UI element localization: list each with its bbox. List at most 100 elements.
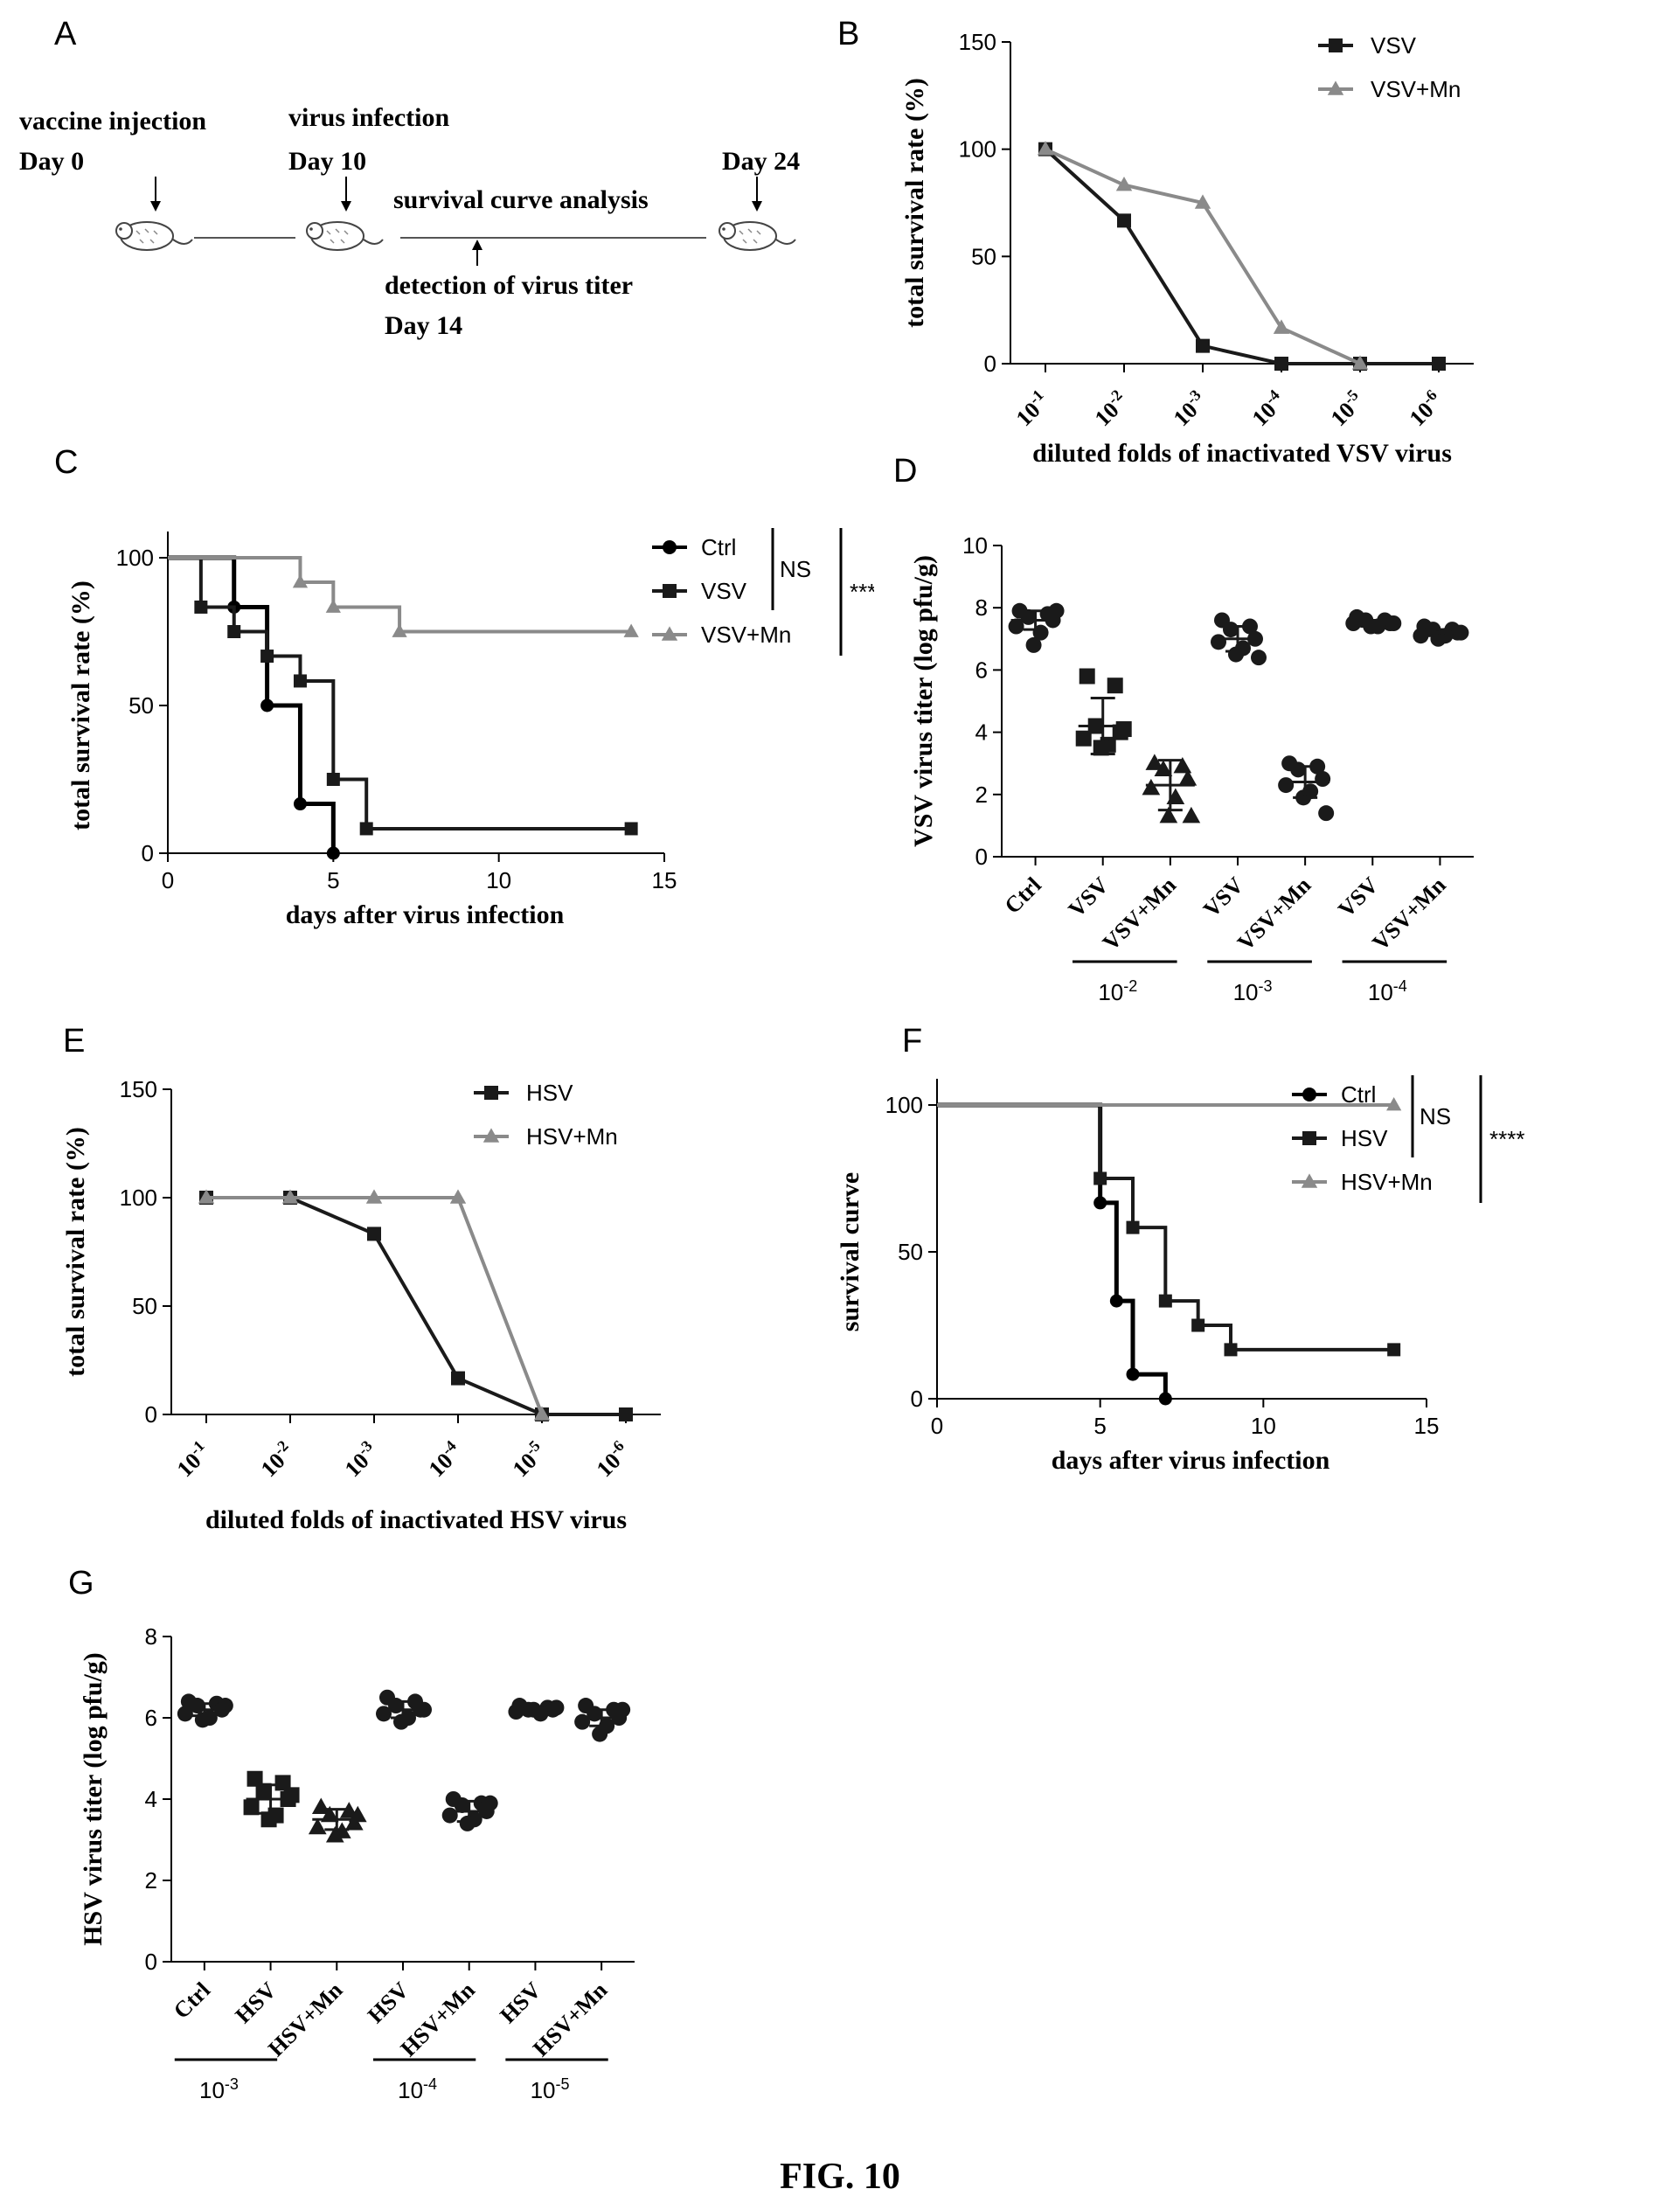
data-point-VSV+Mn <box>1037 141 1054 156</box>
data-point <box>325 1826 344 1843</box>
data-point-HSV <box>1126 1220 1140 1234</box>
legend-label-HSV+Mn: HSV+Mn <box>1341 1169 1433 1195</box>
data-point <box>614 1701 631 1718</box>
y-tick-label: 100 <box>120 1185 157 1211</box>
significance-annotation: **** <box>850 579 874 605</box>
data-point <box>441 1807 458 1824</box>
x-tick-label: VSV+Mn <box>1232 872 1316 956</box>
timeline-graphic <box>115 177 796 266</box>
legend-label-VSV: VSV <box>701 578 747 604</box>
x-axis-title: diluted folds of inactivated HSV virus <box>205 1505 627 1534</box>
data-point <box>344 1814 364 1831</box>
label-survival-curve-analysis: survival curve analysis <box>393 185 649 214</box>
data-point-HSV+Mn <box>533 1406 551 1421</box>
arrow-day10 <box>341 177 351 212</box>
label-day-0: Day 0 <box>19 147 85 176</box>
dilution-bracket-label: 10-4 <box>398 2075 437 2098</box>
data-point-VSV+Mn <box>325 599 341 613</box>
legend-label-HSV+Mn: HSV+Mn <box>526 1123 618 1150</box>
data-point <box>274 1775 291 1791</box>
data-point <box>1093 740 1109 756</box>
dilution-bracket-label: 10-4 <box>1368 977 1407 1005</box>
data-point-HSV+Mn <box>365 1189 383 1204</box>
y-tick-label: 6 <box>145 1705 157 1731</box>
panel-f: F 0 50 100 0 5 10 15 Ctrl HSV HSV+Mn NS **** surviva… <box>830 1005 1680 1530</box>
dilution-bracket-label: 10-3 <box>1233 977 1273 1005</box>
y-tick-label: 100 <box>959 136 996 163</box>
y-axis-title: total survival rate (%) <box>900 78 929 328</box>
data-point-HSV <box>367 1227 381 1241</box>
legend-marker-HSV+Mn <box>1301 1173 1318 1188</box>
x-axis-title: diluted folds of inactivated VSV virus <box>1032 439 1452 468</box>
survival-line-VSV+Mn <box>168 556 632 634</box>
data-point-VSV <box>326 773 340 786</box>
data-point <box>1154 760 1173 776</box>
x-tick-label: 10-5 <box>1324 386 1370 432</box>
y-axis-title: survival curve <box>836 1172 864 1331</box>
x-tick-label: 15 <box>1414 1413 1440 1439</box>
data-point-Ctrl <box>326 846 340 860</box>
chart-c: 0 50 100 0 5 10 15 Ctrl VSV VSV+Mn NS **** total sur… <box>66 528 885 929</box>
legend-marker-HSV+Mn <box>482 1128 500 1143</box>
panel-g-letter: G <box>68 1565 94 1602</box>
y-tick-label: 50 <box>128 692 154 719</box>
figure-caption: FIG. 10 <box>780 2157 900 2197</box>
arrow-day24 <box>752 177 762 212</box>
x-tick-label: 10-2 <box>254 1437 300 1483</box>
survival-line-Ctrl <box>937 1102 1168 1399</box>
data-point-HSV+Mn <box>281 1189 299 1204</box>
data-point-VSV <box>1274 357 1288 371</box>
data-point <box>1211 634 1226 650</box>
legend-marker-VSV+Mn <box>661 626 678 641</box>
legend-marker-HSV <box>1302 1131 1316 1145</box>
data-point <box>1223 622 1239 638</box>
y-tick-label: 2 <box>145 1867 157 1894</box>
data-point-HSV <box>1093 1171 1107 1185</box>
data-point <box>1278 777 1295 794</box>
x-tick-label: HSV <box>495 1977 545 2028</box>
data-point <box>1145 754 1164 770</box>
dilution-bracket-label: 10-5 <box>531 2075 570 2098</box>
data-point-HSV <box>1224 1343 1238 1357</box>
panel-g: G 0 2 4 6 8 Ctrl HSV HSV+Mn HSV HSV+Mn HSV HSV+Mn 10… <box>0 1556 874 2103</box>
panel-d-letter: D <box>893 453 918 490</box>
x-tick-label: HSV+Mn <box>396 1977 481 2061</box>
data-point <box>574 1713 591 1730</box>
y-axis-title: HSV virus titer (log pfu/g) <box>79 1652 108 1946</box>
panel-c-letter: C <box>54 444 79 481</box>
data-point-VSV <box>194 600 208 614</box>
data-point <box>1315 771 1331 787</box>
y-tick-label: 4 <box>145 1786 157 1812</box>
x-axis-title: days after virus infection <box>1052 1446 1330 1475</box>
x-tick-label: 15 <box>652 867 677 893</box>
data-point-Ctrl <box>1158 1392 1172 1406</box>
legend-label-VSV+Mn: VSV+Mn <box>701 622 791 648</box>
mouse-icon-day24 <box>719 221 796 251</box>
data-point-VSV+Mn <box>292 574 309 588</box>
data-point <box>1178 769 1198 786</box>
data-point <box>548 1699 565 1716</box>
legend-marker-VSV <box>663 584 677 598</box>
legend-label-VSV: VSV <box>1371 32 1417 59</box>
y-tick-label: 150 <box>120 1076 157 1102</box>
data-point <box>1290 761 1307 778</box>
data-point <box>348 1805 367 1823</box>
y-tick-label: 50 <box>132 1293 157 1319</box>
survival-line-VSV <box>168 556 632 830</box>
x-tick-label: 10 <box>486 867 511 893</box>
dilution-bracket-label: 10-2 <box>1098 977 1137 1005</box>
data-point <box>1107 678 1123 694</box>
data-point <box>1159 806 1178 824</box>
x-tick-label: 10 <box>1251 1413 1276 1439</box>
legend-marker-HSV <box>484 1086 498 1100</box>
data-point <box>320 1805 339 1823</box>
x-tick-label: HSV+Mn <box>263 1977 348 2061</box>
dilution-bracket-label: 10-3 <box>199 2075 239 2098</box>
data-point <box>1228 646 1244 663</box>
x-tick-label: 10-3 <box>338 1437 384 1483</box>
y-tick-label: 2 <box>975 782 988 808</box>
y-tick-label: 0 <box>145 1401 157 1428</box>
data-point-VSV <box>1117 213 1131 228</box>
data-point-Ctrl <box>1093 1196 1107 1210</box>
